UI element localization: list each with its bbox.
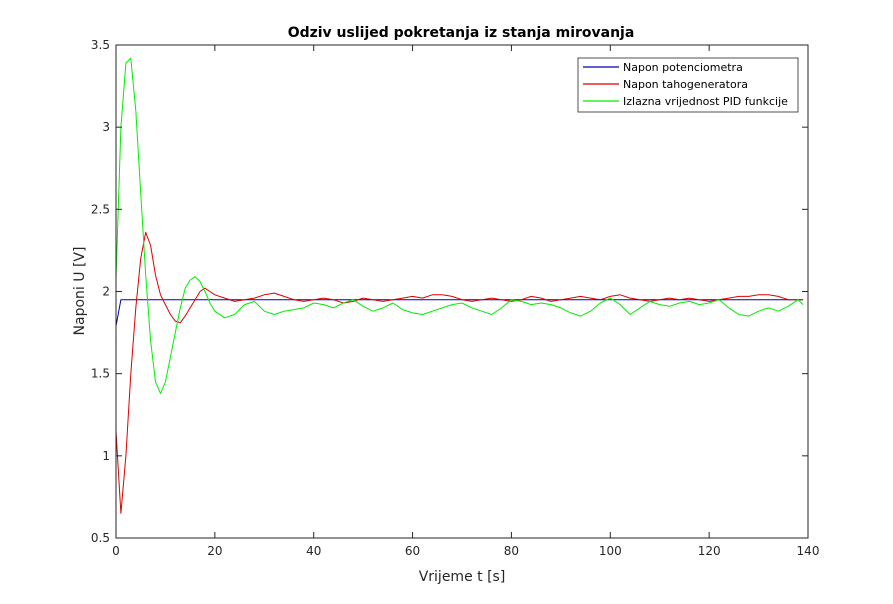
legend: Napon potenciometra Napon tahogeneratora… [577, 57, 799, 113]
y-tick-label: 2 [102, 285, 110, 299]
x-tick-label: 20 [207, 544, 222, 558]
x-tick-label: 140 [797, 544, 820, 558]
x-tick-label: 100 [599, 544, 622, 558]
y-tick-label: 1.5 [91, 367, 110, 381]
plot-background [116, 45, 808, 538]
plot-area [116, 45, 808, 538]
x-tick-label: 40 [306, 544, 321, 558]
x-axis-label: Vrijeme t [s] [419, 569, 506, 585]
series-line-pid-output [115, 57, 804, 394]
x-axis-ticks: 0 20 40 60 80 100 120 140 [112, 45, 819, 558]
series-line-tahogenerator [115, 231, 804, 514]
y-tick-label: 1 [102, 449, 110, 463]
y-tick-label: 2.5 [91, 202, 110, 216]
x-tick-label: 120 [698, 544, 721, 558]
legend-label-potenciometar: Napon potenciometra [623, 61, 743, 74]
x-tick-label: 0 [112, 544, 120, 558]
series-line-potenciometar [115, 299, 804, 327]
y-axis-ticks: 0.5 1 1.5 2 2.5 3 3.5 [91, 38, 808, 545]
x-tick-label: 80 [504, 544, 519, 558]
chart-title: Odziv uslijed pokretanja iz stanja mirov… [288, 25, 635, 41]
y-tick-label: 3 [102, 120, 110, 134]
legend-label-tahogenerator: Napon tahogeneratora [623, 78, 748, 91]
y-axis-label: Naponi U [V] [72, 247, 88, 336]
legend-label-pid-output: Izlazna vrijednost PID funkcije [623, 95, 788, 108]
y-tick-label: 0.5 [91, 531, 110, 545]
x-tick-label: 60 [405, 544, 420, 558]
y-tick-label: 3.5 [91, 38, 110, 52]
series-layer [115, 57, 804, 514]
